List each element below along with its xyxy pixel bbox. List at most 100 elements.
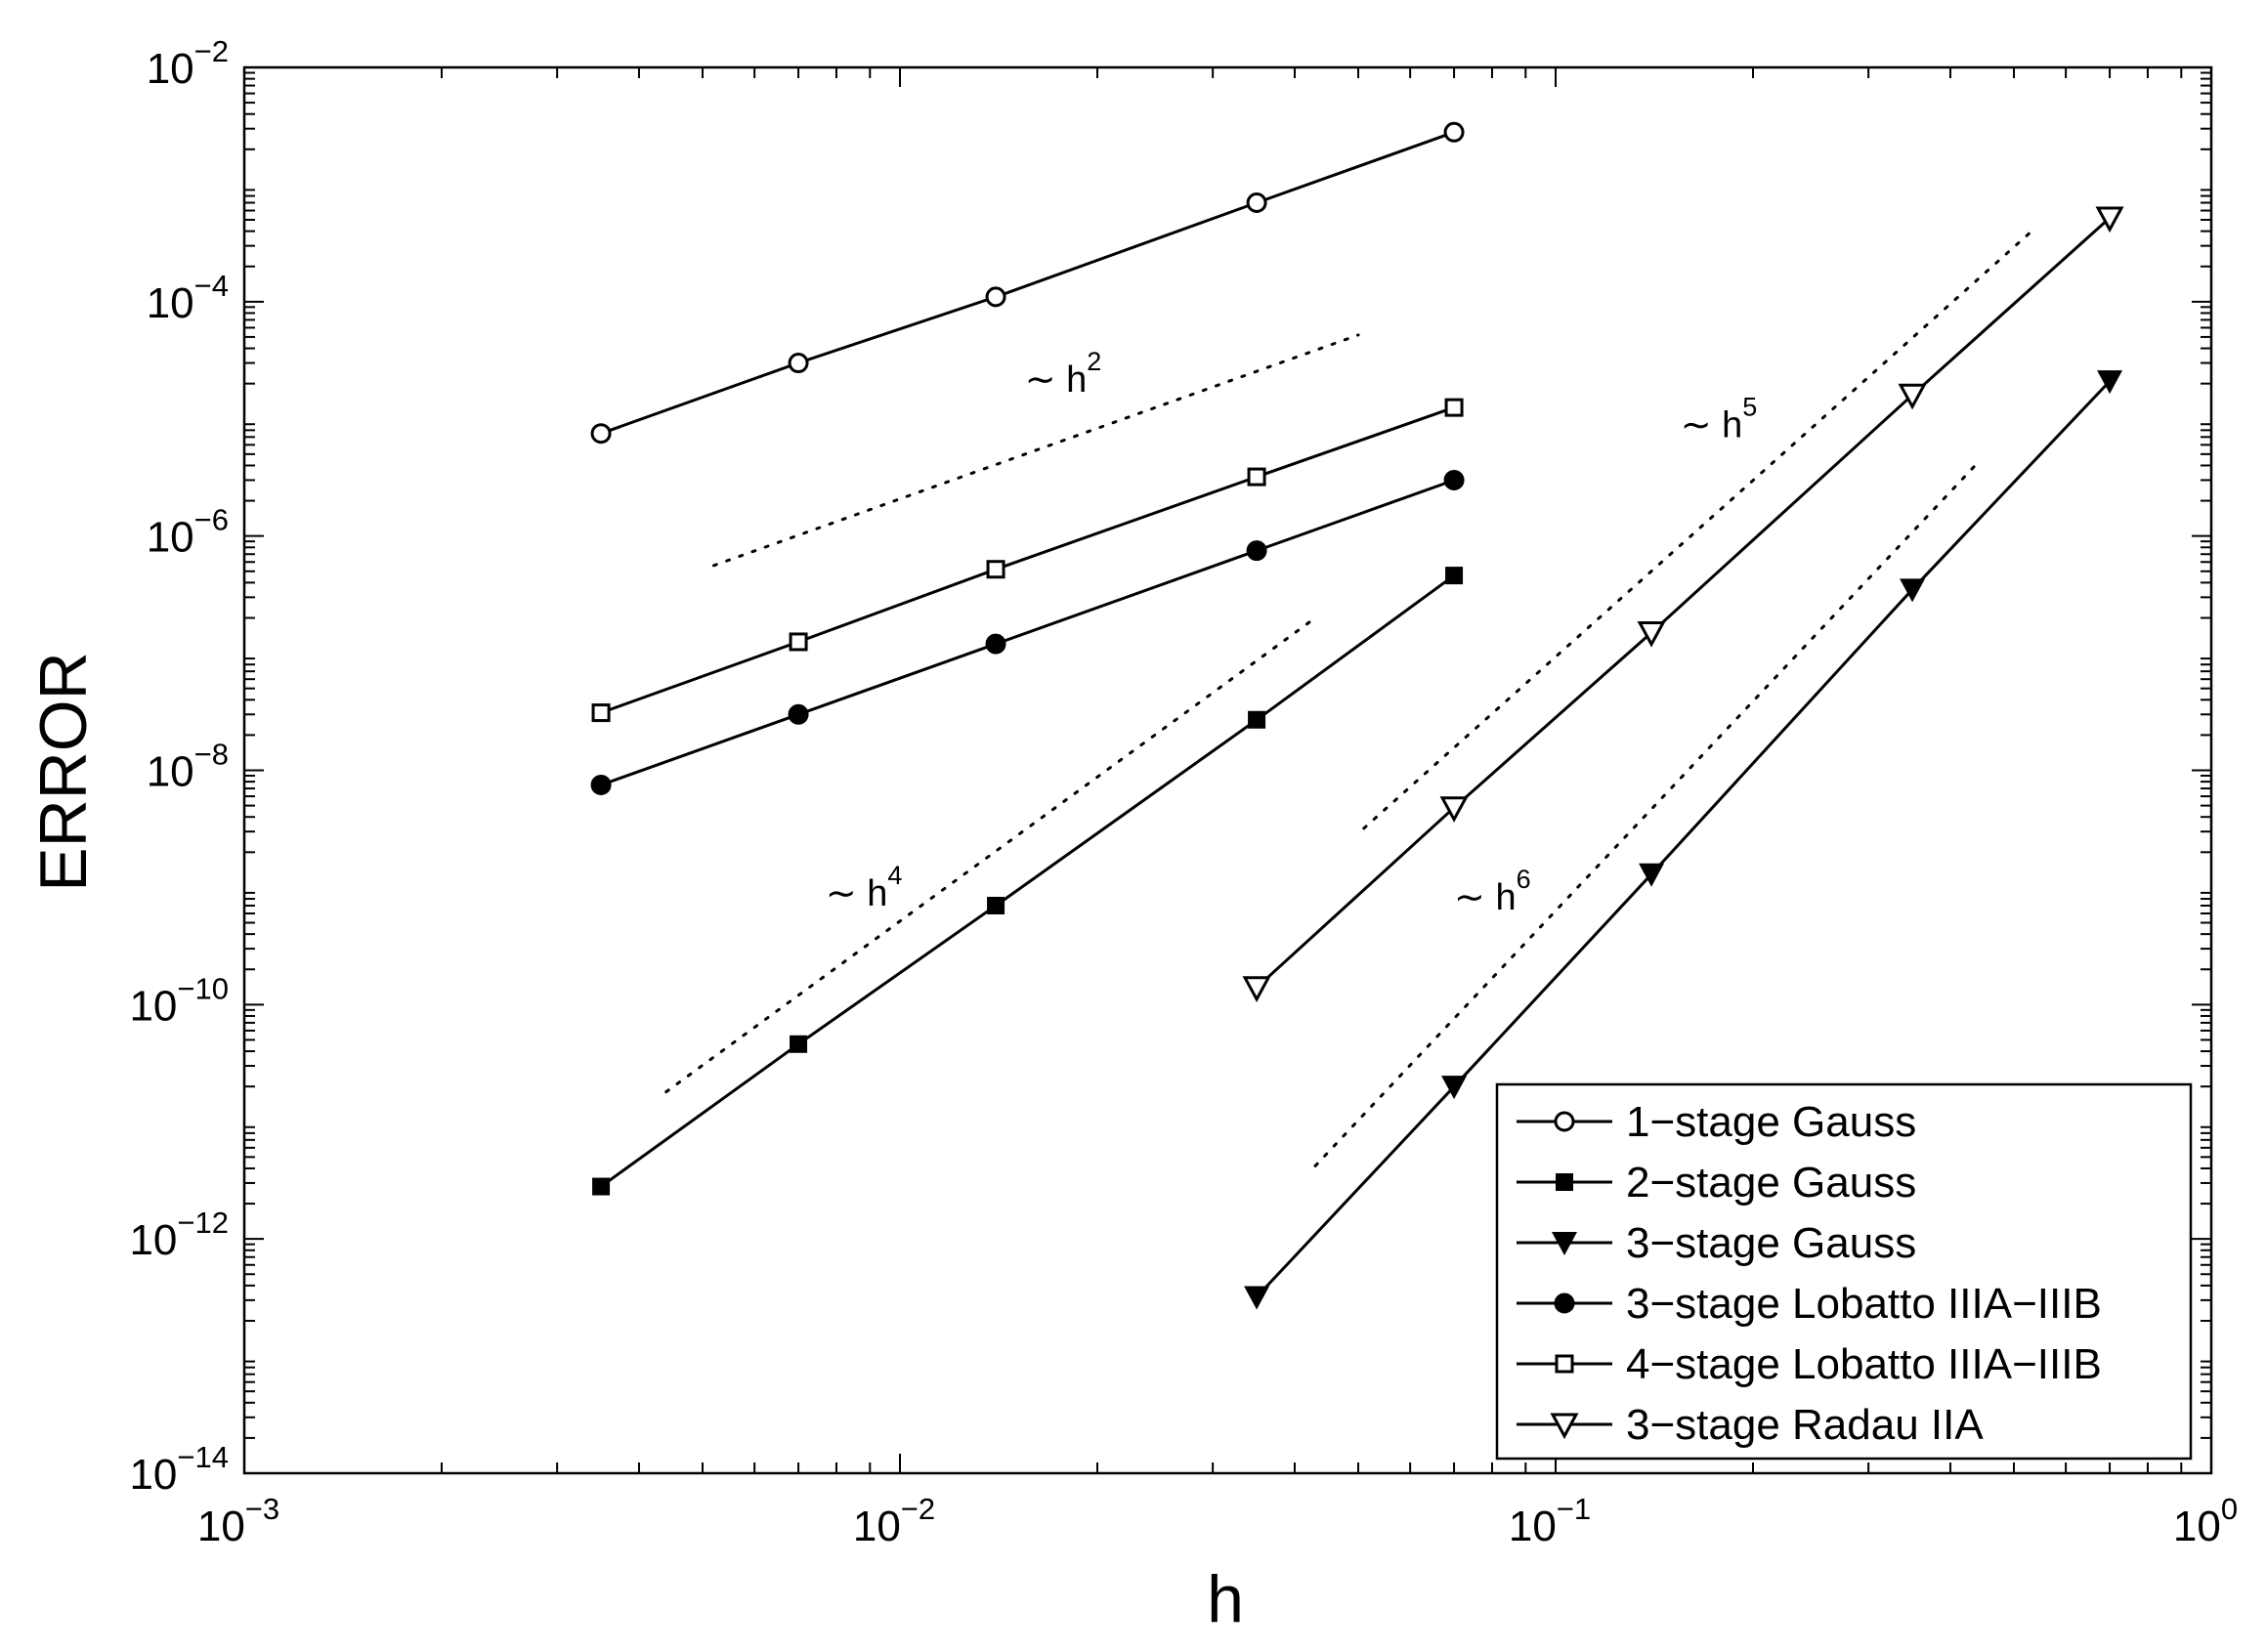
y-tick-label-exponent: −4 [194,269,229,303]
reference-label-h4: ∼ h4 [826,861,903,914]
reference-line-h5 [1362,226,2037,830]
data-point [790,1035,808,1053]
data-point [2095,206,2124,233]
legend-label: 4−stage Lobatto IIIA−IIIB [1626,1340,2102,1388]
x-tick-label-base: 10 [853,1503,901,1550]
legend-item: 3−stage Lobatto IIIA−IIIB [1517,1280,2102,1328]
data-point [788,353,809,374]
reference-label-h5-exponent: 5 [1742,392,1757,421]
y-tick-label-base: 10 [147,514,194,562]
data-point [986,560,1005,579]
series-5 [591,398,1464,723]
data-point [1443,469,1465,490]
data-point [985,633,1006,655]
y-tick-label-exponent: −8 [194,738,229,772]
data-point [1900,578,1926,603]
reference-line-h2 [711,333,1360,568]
reference-label-h6-exponent: 6 [1517,865,1531,894]
y-tick-label-base: 10 [147,45,194,93]
data-point [590,774,612,795]
x-tick-label: 10−2 [853,1492,935,1550]
legend-item: 4−stage Lobatto IIIA−IIIB [1517,1340,2102,1388]
y-tick-label-base: 10 [147,748,194,796]
y-tick-label: 10−8 [147,738,229,796]
legend: 1−stage Gauss 2−stage Gauss 3−stage Gauss 3… [1495,1082,2193,1461]
reference-label-h2: ∼ h2 [1025,347,1102,401]
reference-lines: ∼ h2∼ h4∼ h5∼ h6 [664,226,2037,1167]
x-tick-label: 10−1 [1509,1492,1591,1550]
data-point [789,632,808,652]
legend-marker [1554,1292,1575,1314]
reference-line-h4 [664,615,1317,1094]
reference-label-h5: ∼ h5 [1681,392,1758,445]
legend-marker [1554,1111,1575,1132]
legend-label: 3−stage Radau IIA [1626,1401,1984,1449]
reference-label-h5-base: ∼ h [1681,404,1743,445]
legend-item: 3−stage Radau IIA [1517,1401,1984,1449]
reference-label-h6: ∼ h6 [1454,865,1531,918]
series-layer [590,121,2124,1310]
y-tick-label-exponent: −6 [194,503,229,537]
x-tick-label-exponent: −3 [245,1492,279,1526]
data-point [987,896,1005,914]
y-tick-label-base: 10 [147,279,194,327]
data-point [1439,796,1469,823]
data-point [2097,370,2123,395]
reference-line-h6 [1313,461,1980,1167]
x-tick-label-base: 10 [2173,1503,2221,1550]
data-point [590,423,612,445]
legend-label: 2−stage Gauss [1626,1159,1916,1207]
data-point [1443,121,1465,143]
y-tick-label-base: 10 [129,982,177,1030]
legend-marker [1556,1173,1573,1191]
series-6 [1242,206,2124,1002]
legend-marker [1555,1354,1574,1374]
x-tick-label: 10−3 [197,1492,279,1550]
data-point [1898,383,1927,410]
x-tick-label-exponent: −2 [901,1492,935,1526]
series-2 [592,567,1464,1196]
y-tick-label-base: 10 [129,1216,177,1264]
x-axis-title: h [1207,1562,1244,1636]
x-tick-label-base: 10 [1509,1503,1557,1550]
reference-label-h4-base: ∼ h [826,873,888,914]
x-tick-label-base: 10 [197,1503,245,1550]
y-tick-label: 10−10 [129,971,229,1030]
x-tick-label: 100 [2173,1492,2238,1550]
y-tick-label-exponent: −12 [177,1206,229,1240]
data-point [788,703,809,725]
y-axis-title: ERROR [26,652,101,892]
series-1 [590,121,1465,445]
data-point [591,703,611,723]
data-point [1242,976,1271,1002]
y-tick-label: 10−2 [147,34,229,93]
y-tick-label-exponent: −2 [194,34,229,68]
legend-box [1495,1082,2193,1461]
data-point [1246,540,1267,562]
legend-item: 2−stage Gauss [1517,1159,1916,1207]
y-tick-label-base: 10 [129,1451,177,1499]
data-point [1637,620,1666,648]
y-tick-label-exponent: −10 [177,971,229,1005]
series-3 [1244,370,2123,1310]
legend-marker [1550,1413,1579,1440]
series-4 [590,469,1465,795]
y-tick-label-exponent: −14 [177,1440,229,1474]
reference-label-h6-base: ∼ h [1454,877,1517,918]
data-point [1445,567,1464,585]
legend-label: 3−stage Lobatto IIIA−IIIB [1626,1280,2102,1328]
data-point [1444,398,1464,417]
y-tick-label: 10−6 [147,503,229,562]
legend-item: 3−stage Gauss [1517,1219,1916,1267]
y-tick-label: 10−14 [129,1440,229,1499]
reference-label-h2-base: ∼ h [1025,360,1088,401]
reference-label-h4-exponent: 4 [887,861,902,890]
legend-marker [1552,1232,1577,1255]
data-point [592,1177,611,1196]
x-tick-label-exponent: −1 [1557,1492,1591,1526]
y-tick-label: 10−4 [147,269,229,327]
data-point [1246,191,1267,213]
reference-label-h2-exponent: 2 [1087,347,1101,376]
data-point [1244,1286,1270,1310]
